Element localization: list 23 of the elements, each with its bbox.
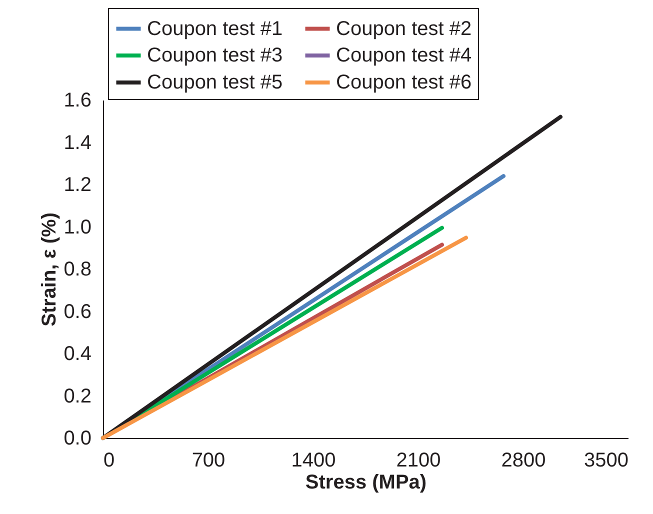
y-tick-label: 1.0 <box>64 216 92 238</box>
y-axis-title: Strain, ε (%) <box>38 212 61 326</box>
y-tick-label: 1.6 <box>64 90 92 112</box>
legend-label: Coupon test #6 <box>336 72 472 94</box>
x-axis-title: Stress (MPa) <box>305 472 427 494</box>
y-tick-label: 0.8 <box>64 258 92 280</box>
legend-label: Coupon test #5 <box>147 72 283 94</box>
y-tick-label: 1.4 <box>64 132 92 154</box>
legend-label: Coupon test #1 <box>147 18 283 40</box>
y-tick-label: 0.2 <box>64 385 92 408</box>
x-tick-label: 2100 <box>396 450 441 472</box>
y-tick-label: 0.6 <box>64 300 92 323</box>
legend-label: Coupon test #3 <box>147 44 283 66</box>
y-tick-label: 0.4 <box>64 343 92 365</box>
x-tick-label: 3500 <box>584 450 628 472</box>
legend-label: Coupon test #2 <box>336 18 472 40</box>
y-tick-label: 0.0 <box>64 428 92 450</box>
x-tick-label: 1400 <box>291 450 336 472</box>
y-tick-label: 1.2 <box>64 174 92 196</box>
x-tick-label: 0 <box>104 450 115 472</box>
legend-label: Coupon test #4 <box>336 44 472 66</box>
x-tick-label: 2800 <box>501 450 546 472</box>
x-tick-label: 700 <box>192 450 226 472</box>
